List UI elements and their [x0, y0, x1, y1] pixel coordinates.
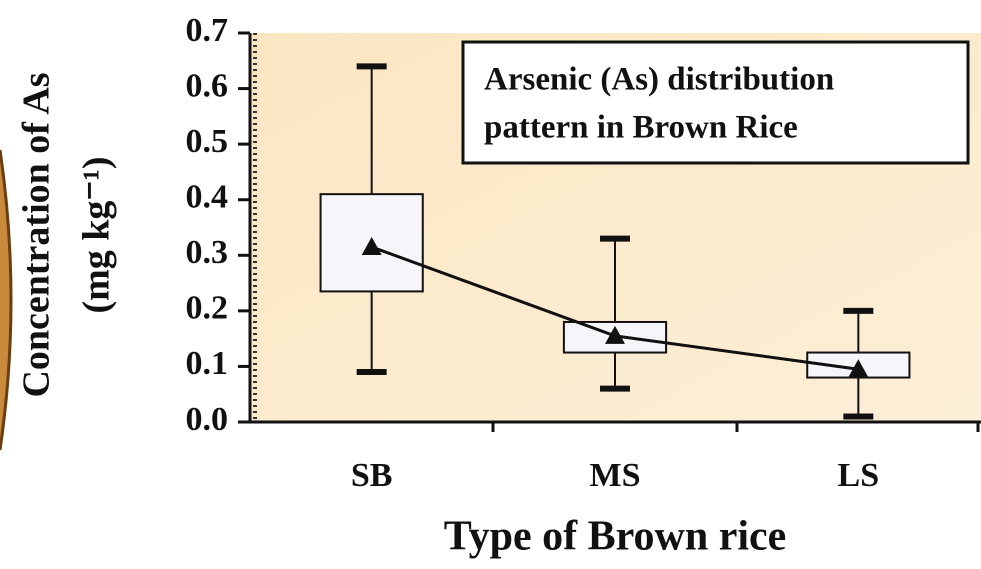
y-tick-label: 0.0: [186, 401, 229, 438]
mean-marker: [361, 236, 382, 255]
y-axis-label: Concentration of As: [16, 72, 58, 397]
y-tick-label: 0.3: [186, 234, 229, 271]
y-tick-label: 0.4: [186, 179, 229, 216]
annotation-text: Arsenic (As) distribution: [484, 62, 834, 98]
annotation-box: [461, 40, 970, 165]
y-tick-label: 0.2: [186, 290, 229, 327]
annotation-text: pattern in Brown Rice: [484, 110, 798, 146]
y-tick-label: 0.5: [186, 123, 229, 160]
x-tick-label: SB: [351, 457, 393, 494]
mean-marker: [605, 325, 625, 344]
y-tick-label: 0.6: [186, 67, 229, 104]
y-tick-label: 0.7: [186, 12, 229, 49]
mean-marker: [848, 359, 869, 378]
y-axis-label: (mg kg⁻¹): [76, 156, 118, 313]
y-tick-label: 0.1: [186, 345, 229, 382]
x-axis-label: Type of Brown rice: [444, 514, 787, 560]
decoration-arc: [0, 149, 13, 451]
x-tick-label: LS: [838, 457, 880, 494]
x-tick-label: MS: [590, 457, 641, 494]
